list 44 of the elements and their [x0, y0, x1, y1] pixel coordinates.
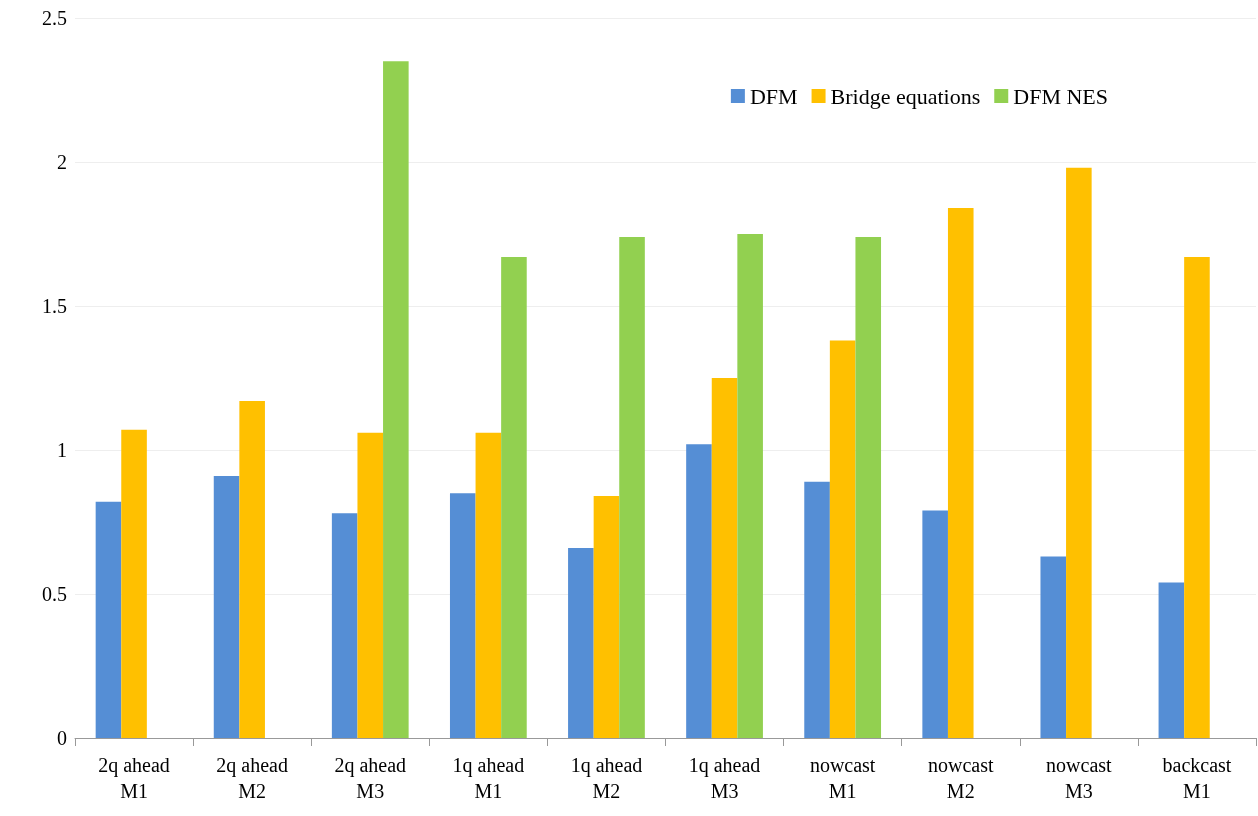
bar	[711, 378, 738, 738]
bar	[593, 496, 620, 738]
bar	[331, 513, 358, 738]
legend-label: Bridge equations	[830, 83, 981, 109]
bar	[1158, 582, 1185, 738]
x-tick-label: nowcast M1	[809, 754, 876, 802]
bar	[501, 257, 527, 738]
bar	[1066, 167, 1092, 738]
y-tick-label: 1	[57, 439, 67, 461]
x-tick-label: 1q ahead M3	[688, 754, 761, 802]
bar	[737, 234, 763, 738]
bar	[829, 340, 856, 738]
bar	[475, 432, 502, 738]
x-tick-label: nowcast M2	[927, 754, 994, 802]
y-tick-label: 0.5	[42, 583, 67, 605]
y-tick-label: 2.5	[42, 7, 67, 29]
bar	[804, 481, 830, 738]
bar	[239, 401, 265, 738]
bar	[1184, 257, 1210, 738]
bar	[383, 61, 409, 738]
x-tick-label: nowcast M3	[1046, 754, 1113, 802]
x-tick-label: 1q ahead M2	[570, 754, 643, 802]
y-tick-label: 0	[57, 727, 67, 749]
bar	[619, 236, 645, 738]
y-tick-label: 2	[57, 151, 67, 173]
bar	[922, 510, 948, 738]
x-tick-label: 1q ahead M1	[452, 754, 525, 802]
bar	[213, 475, 240, 738]
legend-label: DFM	[749, 83, 798, 109]
bar	[855, 236, 882, 738]
bar	[95, 501, 122, 738]
bar	[1040, 556, 1067, 738]
x-tick-label: 2q ahead M1	[98, 754, 170, 802]
legend-label: DFM NES	[1013, 83, 1108, 109]
x-tick-label: 2q ahead M3	[334, 754, 407, 802]
x-tick-label: 2q ahead M2	[216, 754, 288, 802]
bar	[686, 444, 712, 738]
y-tick-label: 1.5	[42, 295, 67, 317]
bar	[449, 493, 476, 738]
bar	[121, 429, 147, 738]
bar	[568, 547, 594, 738]
bar	[357, 432, 384, 738]
x-tick-label: backcast M1	[1162, 754, 1232, 802]
bar	[947, 208, 974, 738]
